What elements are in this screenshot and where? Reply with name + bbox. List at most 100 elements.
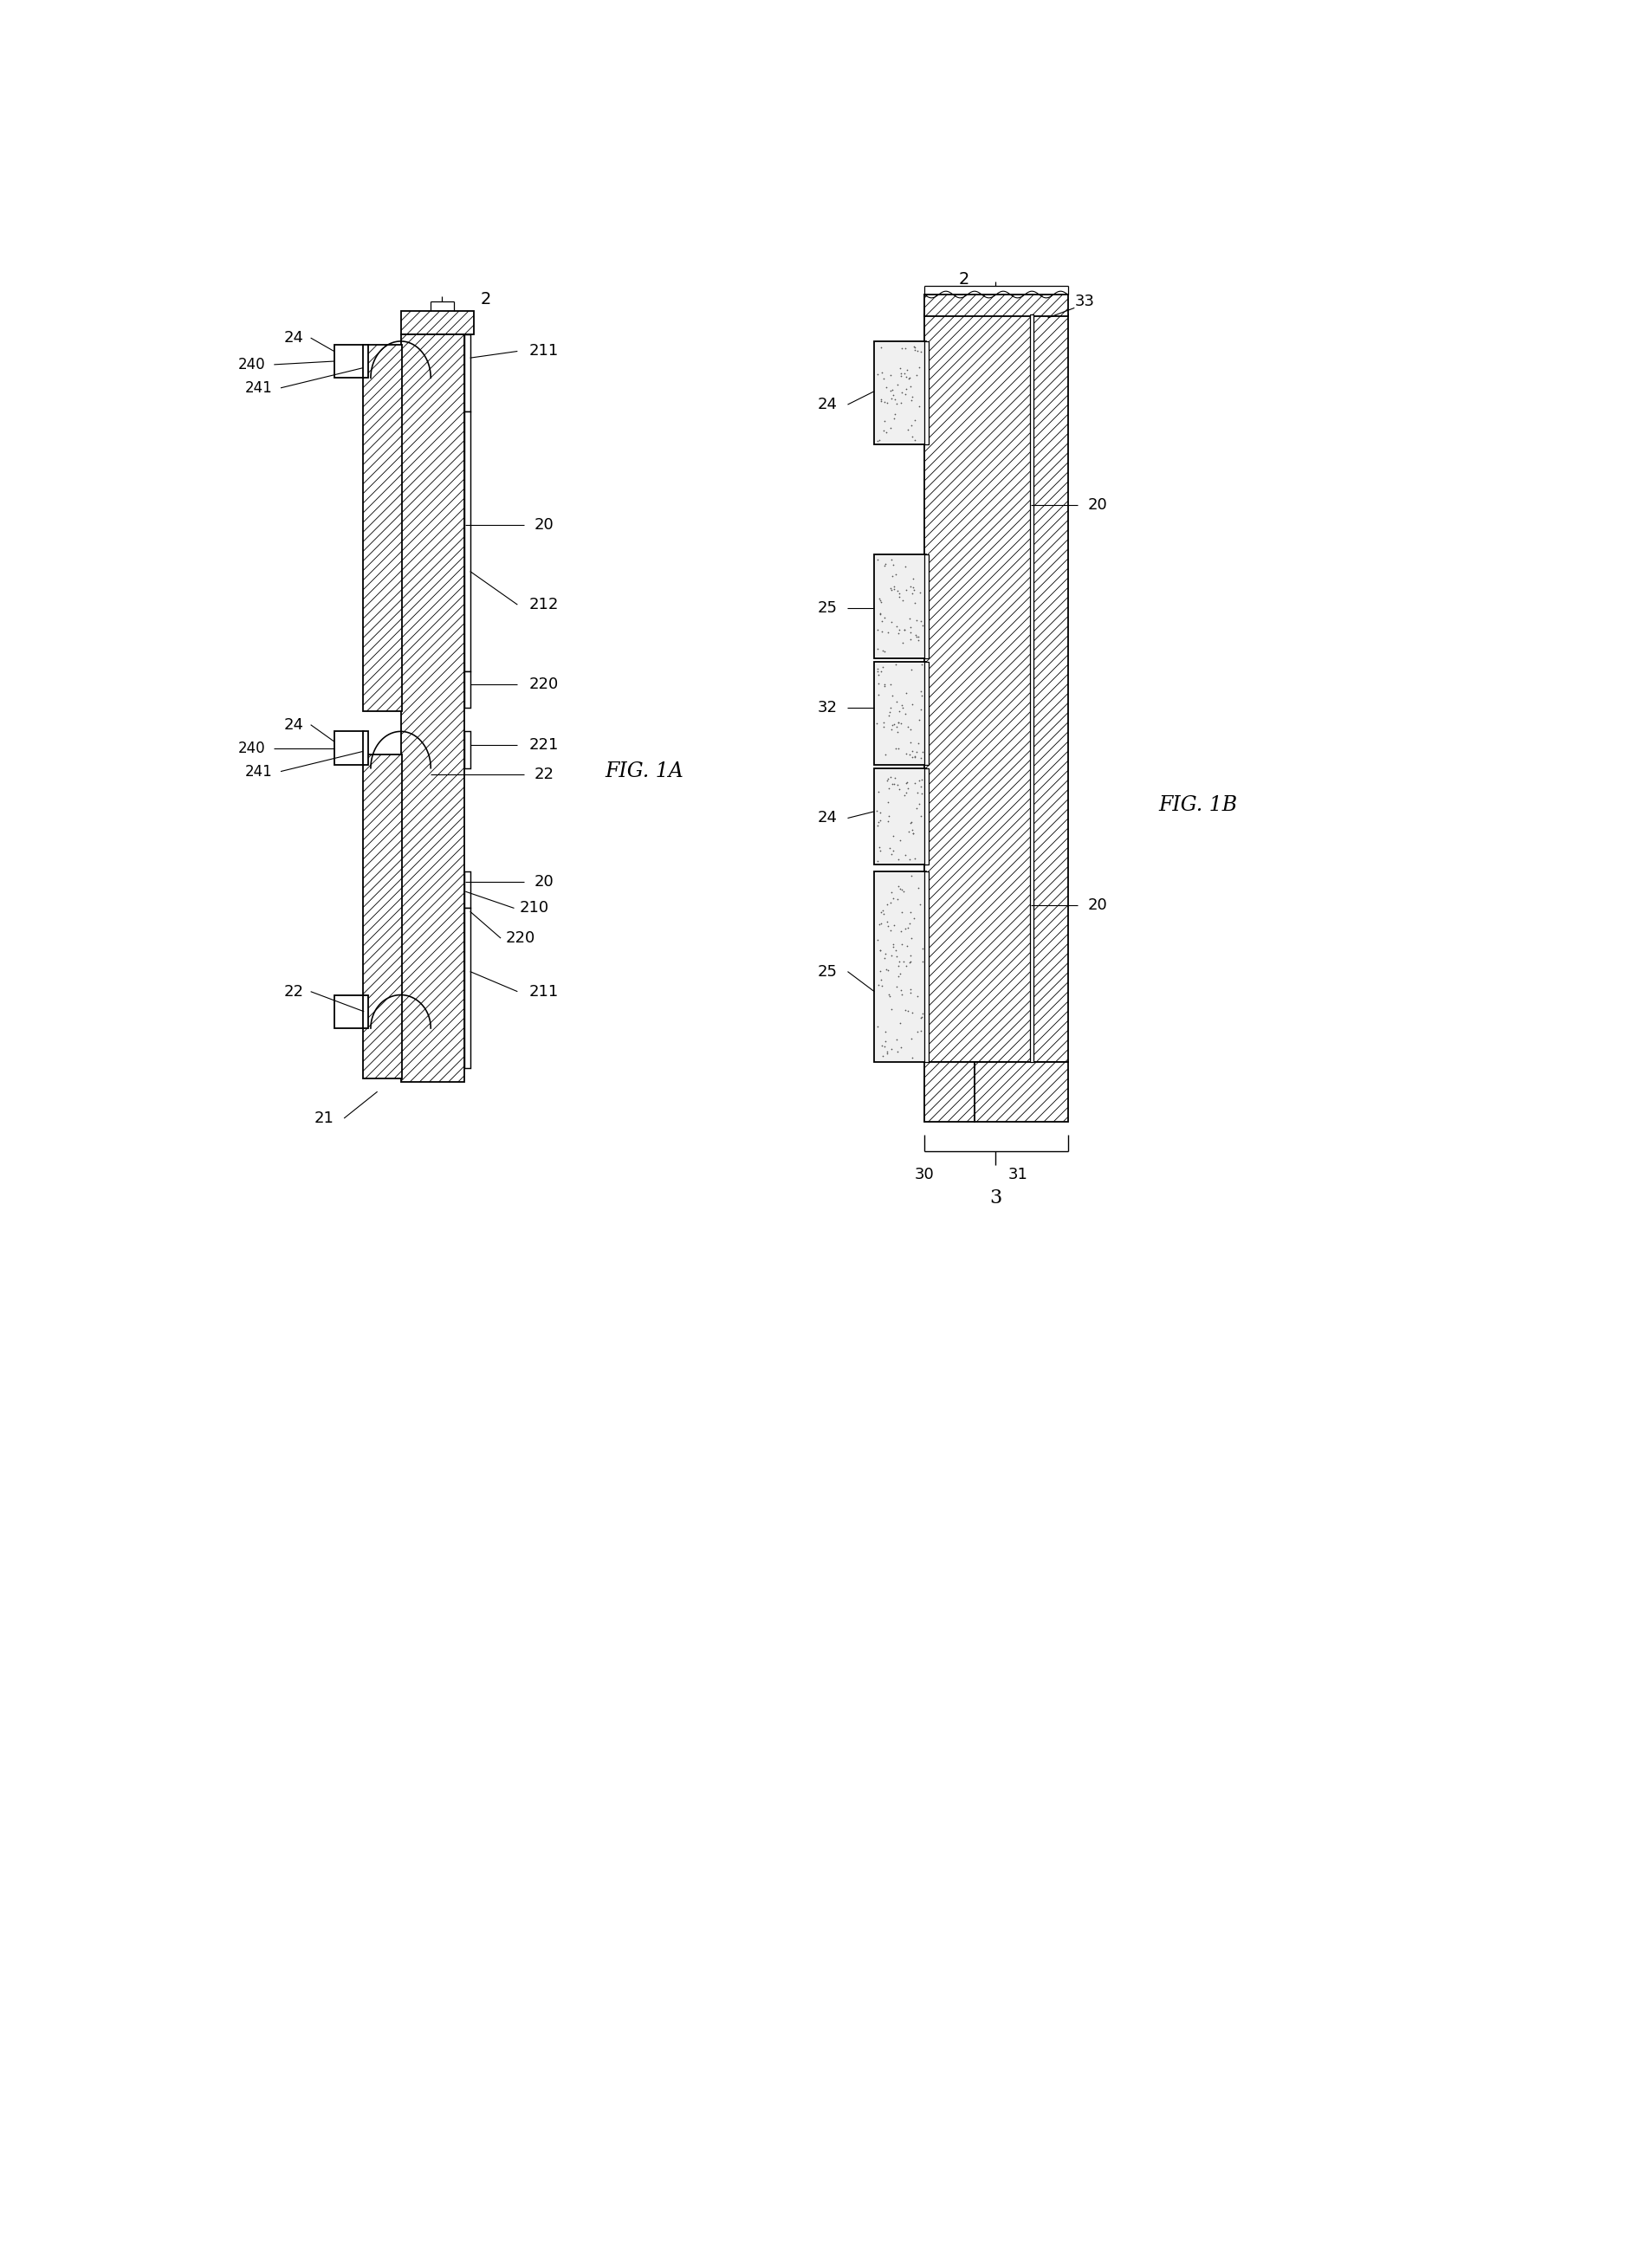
Point [877,689,904,725]
Point [876,771,902,807]
Point [895,814,922,850]
Point [909,775,935,811]
Text: 212: 212 [529,597,558,612]
Point [869,355,895,391]
Point [909,646,935,683]
Point [897,615,923,651]
Point [897,895,923,931]
Point [904,332,930,368]
Point [884,384,910,420]
Point [864,612,890,649]
Point [869,1026,895,1062]
Point [894,929,920,965]
Point [897,359,923,396]
Point [890,872,917,909]
Point [876,784,902,820]
Point [892,992,919,1028]
Point [877,570,904,606]
Bar [464,411,471,671]
Point [900,899,927,936]
Point [897,570,923,606]
Point [900,328,927,364]
Bar [874,768,925,866]
Point [892,549,919,585]
Text: 240: 240 [238,357,266,373]
Bar [401,334,464,1083]
Point [876,976,902,1012]
Point [905,350,932,386]
Point [872,545,899,581]
Point [871,710,897,746]
Point [905,619,932,655]
Point [907,692,933,728]
Text: 221: 221 [529,737,558,753]
Point [864,631,890,667]
Bar [925,1062,975,1121]
Point [904,619,930,655]
Point [871,633,897,669]
Point [864,542,890,579]
Point [867,829,894,866]
Point [869,615,895,651]
Point [876,615,902,651]
Point [884,967,910,1003]
Point [889,687,915,723]
Text: 22: 22 [534,766,553,782]
Point [910,945,937,981]
Point [872,737,899,773]
Point [871,667,897,703]
Point [881,570,907,606]
Point [910,735,937,771]
Point [910,931,937,967]
Point [879,712,905,748]
Bar [925,341,928,445]
Point [902,841,928,877]
Point [876,909,902,945]
Point [894,371,920,407]
Point [881,570,907,606]
Text: FIG. 1A: FIG. 1A [605,762,684,782]
Point [882,730,909,766]
Point [879,875,905,911]
Point [877,357,904,393]
Point [900,570,927,606]
Point [892,777,919,814]
Point [892,673,919,710]
Point [867,384,894,420]
Point [874,951,900,988]
Point [864,651,890,687]
Point [874,1033,900,1069]
Point [871,359,897,396]
Point [887,359,914,396]
Point [905,786,932,823]
Point [885,705,912,741]
Point [902,585,928,622]
Point [887,956,914,992]
Bar [334,344,363,377]
Point [874,802,900,838]
Text: 241: 241 [244,764,273,780]
Point [887,823,914,859]
Text: 24: 24 [284,716,304,732]
Point [866,658,892,694]
Point [867,330,894,366]
Point [902,402,928,438]
Point [899,377,925,414]
Point [864,922,890,958]
Point [895,771,922,807]
Point [882,382,909,418]
Point [871,893,897,929]
Point [884,938,910,974]
Point [877,759,904,796]
Point [892,696,919,732]
Point [885,766,912,802]
Point [881,705,907,741]
Point [895,906,922,942]
Point [899,739,925,775]
Point [867,931,894,967]
Point [867,933,894,970]
Point [905,389,932,425]
Bar [464,732,471,768]
Point [899,816,925,852]
Point [897,938,923,974]
